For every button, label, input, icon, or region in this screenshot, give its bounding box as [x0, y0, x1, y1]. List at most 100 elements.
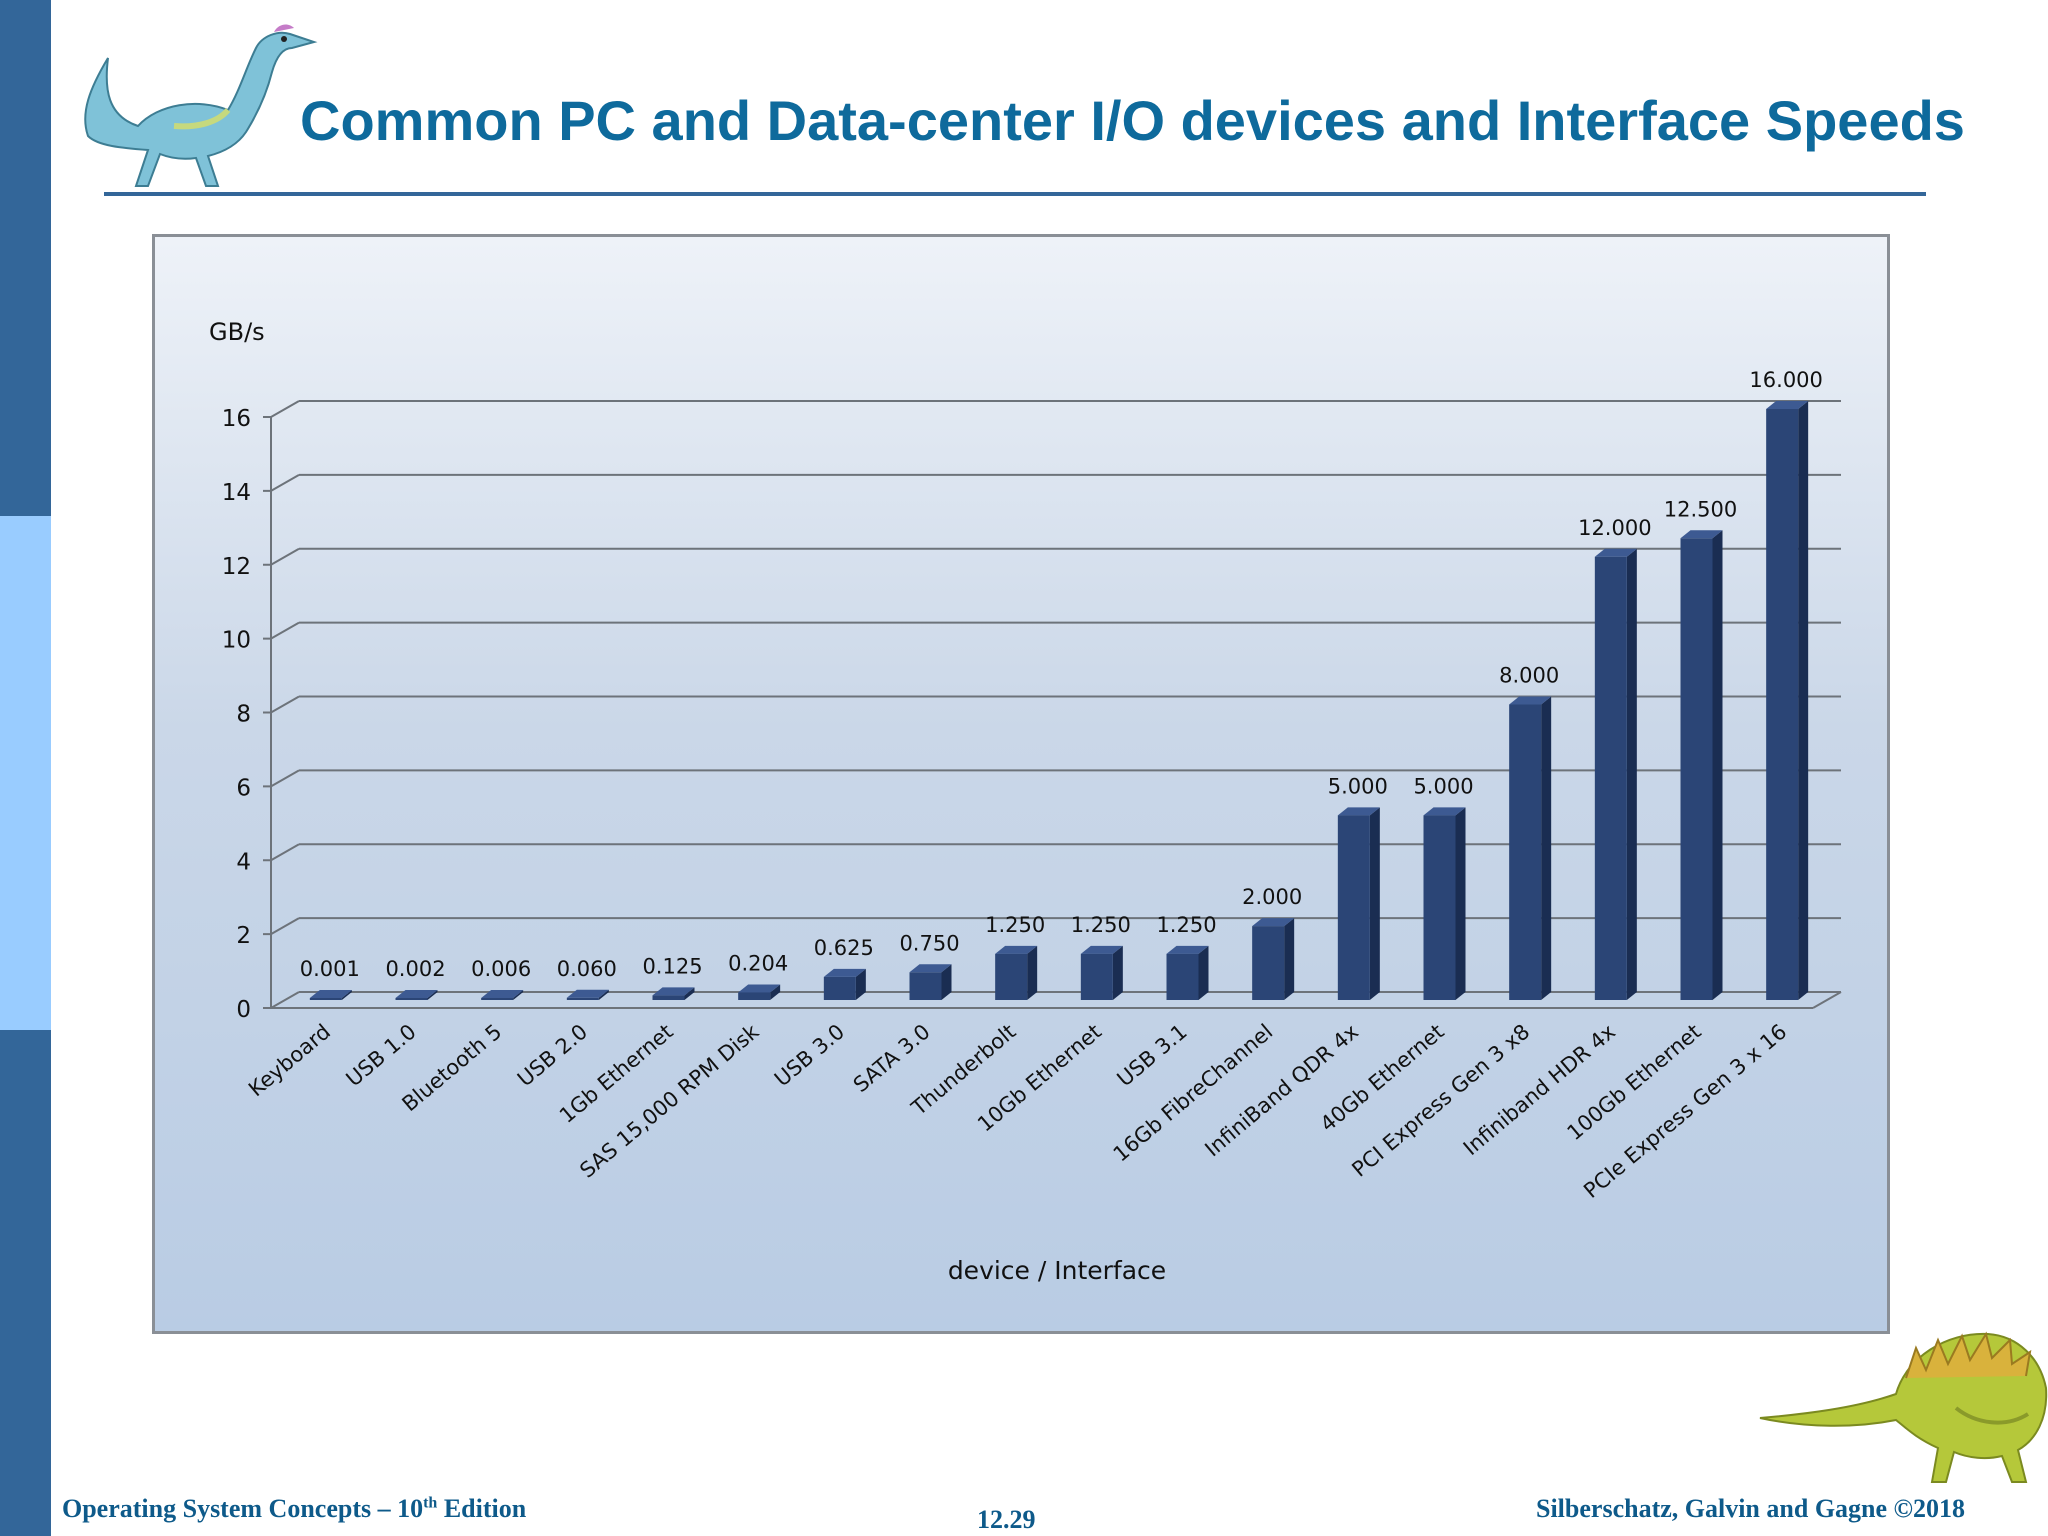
x-tick-label: USB 3.0: [770, 1019, 849, 1091]
slide-title: Common PC and Data-center I/O devices an…: [300, 89, 1965, 152]
gridline-diag: [270, 695, 300, 714]
bar-side: [427, 990, 438, 1000]
bar-value-label: 1.250: [1071, 913, 1131, 937]
bar-value-label: 0.002: [385, 957, 445, 981]
bar: [823, 976, 856, 1000]
dinosaur-icon: [84, 24, 318, 187]
x-tick-label: 16Gb FibreChannel: [1109, 1019, 1278, 1166]
bar: [1423, 815, 1456, 1000]
bar-side: [1369, 807, 1380, 1000]
x-tick-label: SATA 3.0: [849, 1019, 935, 1097]
footer-book-title: Operating System Concepts – 10th Edition: [62, 1494, 526, 1524]
y-tick-label: 2: [236, 923, 251, 949]
bar-top: [1252, 918, 1295, 927]
x-axis-line-diag: [1812, 991, 1842, 1009]
labels: 0 2 4 6 8 10 12 14 16 0.001 Keyboard 0.002 USB 1.0 0.…: [222, 368, 1823, 1203]
bar-side: [1455, 807, 1466, 1000]
gridline-diag: [270, 769, 300, 788]
bar: [1337, 815, 1370, 1000]
y-tick-label: 14: [222, 480, 251, 506]
x-tick-label: Infiniband HDR 4x: [1459, 1019, 1620, 1160]
bar-top: [1080, 945, 1123, 954]
bar-side: [1798, 401, 1809, 1000]
bar-value-label: 0.006: [471, 957, 531, 981]
bar-side: [598, 989, 609, 1000]
y-tick-label: 4: [236, 849, 251, 875]
bar-side: [1112, 945, 1123, 1000]
bar: [1680, 538, 1713, 1000]
y-tick-label: 8: [236, 702, 251, 728]
bar: [566, 997, 599, 1000]
bar-top: [909, 964, 952, 973]
footer-book-title-sup: th: [423, 1494, 438, 1512]
bar: [1766, 409, 1799, 1000]
bar-top: [1594, 548, 1637, 557]
bar-top: [823, 968, 866, 977]
bar-value-label: 0.625: [814, 936, 874, 960]
x-tick-label: USB 2.0: [513, 1019, 592, 1091]
gridline-diag: [270, 917, 300, 935]
bar-top: [1509, 696, 1552, 705]
x-tick-label: InfiniBand QDR 4x: [1200, 1019, 1363, 1161]
bar-side: [1284, 918, 1295, 1000]
page-number: 12.29: [977, 1505, 1036, 1534]
bar-top: [652, 987, 695, 996]
gridline-diag: [270, 991, 300, 1009]
side-accent-highlight: [0, 516, 51, 1030]
x-tick-label: Keyboard: [244, 1019, 335, 1101]
bar-side: [684, 987, 695, 1000]
y-tick-label: 16: [222, 406, 251, 432]
gridline-diag: [270, 843, 300, 862]
bar-chart: 0 2 4 6 8 10 12 14 16 0.001 Keyboard 0.002 USB 1.0 0.…: [209, 318, 1842, 1285]
gridlines: [270, 400, 1841, 1009]
footer-book-title-suffix: Edition: [437, 1494, 527, 1523]
bar: [395, 998, 428, 1000]
bar-top: [566, 989, 609, 998]
bar-side: [1027, 945, 1038, 1000]
bar-top: [1166, 945, 1209, 954]
y-tick-label: 6: [236, 775, 251, 801]
bar-value-label: 0.750: [899, 931, 959, 955]
bar: [1594, 556, 1627, 1000]
bar-top: [1337, 807, 1380, 816]
bar: [909, 972, 942, 1000]
bar-value-label: 5.000: [1413, 774, 1473, 798]
dinosaur-icon: [1759, 1331, 2048, 1483]
bar-side: [941, 964, 952, 1000]
bar-top: [395, 990, 438, 998]
bar-value-label: 12.000: [1578, 516, 1651, 540]
y-tick-label: 10: [222, 628, 251, 654]
bar: [1509, 704, 1542, 1000]
bars: [309, 401, 1809, 1000]
y-tick-label: 0: [236, 997, 251, 1023]
x-axis-title: device / Interface: [948, 1256, 1166, 1285]
bar: [481, 998, 514, 1000]
title-divider: [104, 192, 1926, 196]
bar-top: [481, 990, 524, 998]
bar: [995, 953, 1028, 1000]
bar-value-label: 1.250: [1156, 913, 1216, 937]
axes: [263, 416, 1842, 1009]
bar-value-label: 0.125: [642, 954, 702, 978]
bar: [652, 995, 685, 1000]
bar: [1252, 926, 1285, 1000]
bar-side: [1541, 696, 1552, 1000]
bar-top: [995, 945, 1038, 954]
bar-side: [513, 990, 524, 1000]
bar-value-label: 2.000: [1242, 885, 1302, 909]
bar: [309, 998, 342, 1000]
footer-book-title-prefix: Operating System Concepts – 10: [62, 1494, 424, 1523]
bar-value-label: 16.000: [1749, 368, 1822, 392]
bar-value-label: 8.000: [1499, 664, 1559, 688]
chart-area: 0 2 4 6 8 10 12 14 16 0.001 Keyboard 0.002 USB 1.0 0.…: [152, 234, 1890, 1334]
bar-side: [770, 984, 781, 1000]
bar-top: [1423, 807, 1466, 816]
bar-value-label: 0.001: [300, 957, 360, 981]
side-accent-bar: [0, 0, 51, 1536]
gridline-diag: [270, 474, 300, 492]
bar-side: [1712, 530, 1723, 1000]
y-axis-title: GB/s: [209, 318, 265, 346]
bar: [1166, 953, 1199, 1000]
bar-top: [738, 984, 781, 993]
gridline-diag: [270, 400, 300, 418]
